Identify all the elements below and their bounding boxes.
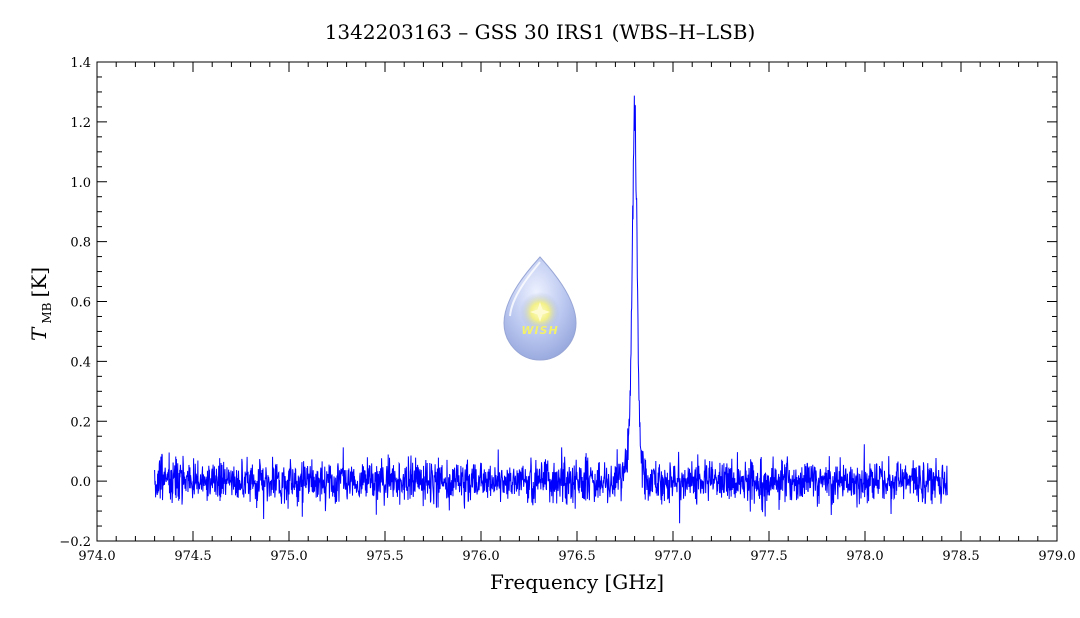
chart-title: 1342203163 – GSS 30 IRS1 (WBS–H–LSB) (325, 20, 756, 44)
y-tick-label: 0.2 (70, 415, 91, 430)
y-axis-label: T MB [K] (27, 267, 54, 341)
y-tick-label: 1.0 (70, 176, 91, 191)
x-tick-label: 975.5 (366, 549, 403, 564)
y-tick-label: 0.8 (70, 236, 91, 251)
x-tick-label: 979.0 (1038, 549, 1075, 564)
y-tick-label: 0.4 (70, 355, 91, 370)
y-tick-label: 0.6 (70, 296, 91, 311)
x-tick-label: 977.5 (750, 549, 787, 564)
x-tick-label: 976.0 (462, 549, 499, 564)
y-tick-label: 1.2 (70, 116, 91, 131)
x-tick-label: 977.0 (654, 549, 691, 564)
y-axis-label-unit: [K] (27, 267, 51, 298)
x-tick-label: 978.0 (846, 549, 883, 564)
svg-text:TMB[K]: T MB [K] (27, 267, 54, 341)
x-tick-label: 978.5 (942, 549, 979, 564)
water-drop-star-icon: WISH (503, 256, 577, 361)
y-tick-label: 1.4 (70, 56, 91, 71)
x-tick-label: 974.0 (78, 549, 115, 564)
x-tick-label: 976.5 (558, 549, 595, 564)
x-tick-label: 974.5 (174, 549, 211, 564)
y-axis-label-main: T (27, 326, 51, 341)
tick-labels: 974.0 974.5 975.0 975.5 976.0 976.5 977.0 977.5… (59, 56, 1075, 564)
plot-frame (96, 61, 1058, 542)
spectrum-series-line (154, 95, 948, 524)
y-axis-label-sub: MB (40, 302, 54, 323)
y-tick-label: −0.2 (59, 535, 91, 550)
x-axis-label: Frequency [GHz] (490, 570, 664, 594)
y-tick-label: 0.0 (70, 475, 91, 490)
logo-text: WISH (521, 324, 558, 337)
x-tick-label: 975.0 (270, 549, 307, 564)
